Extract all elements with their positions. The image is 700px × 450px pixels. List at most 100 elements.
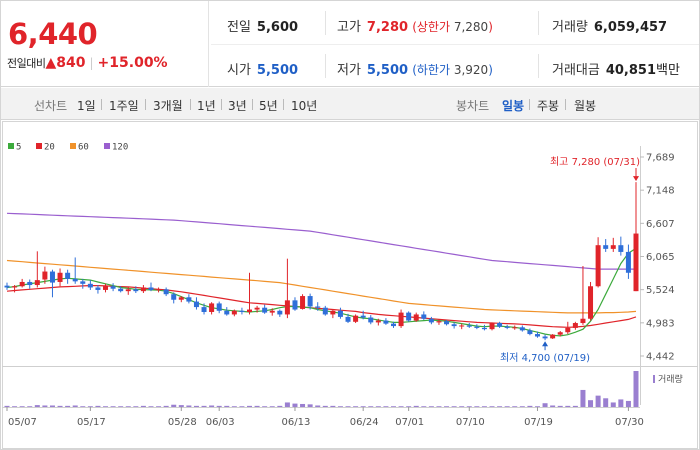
y-tick-label: 6,607 xyxy=(646,219,675,230)
legend-label-5: 5 xyxy=(16,143,21,153)
volume-bar xyxy=(19,406,25,407)
volume-bar xyxy=(565,405,571,407)
candle-body xyxy=(603,245,609,249)
volume-bar xyxy=(451,406,457,407)
candle-daily[interactable]: 일봉 xyxy=(502,99,525,113)
candle-body xyxy=(466,325,472,327)
candle-chart-label: 봉차트 xyxy=(456,99,490,113)
volume-bar xyxy=(474,406,480,407)
volume-bar xyxy=(618,399,624,407)
open-value: 5,500 xyxy=(256,63,299,78)
candle-weekly[interactable]: 주봉 xyxy=(537,99,560,113)
volume-bar xyxy=(87,406,93,407)
volume-bar xyxy=(193,405,199,407)
volume-bar xyxy=(148,406,154,407)
volume-bar xyxy=(413,405,419,407)
candle-body xyxy=(368,317,374,323)
volume-bar xyxy=(34,405,40,407)
ma-legend: 5 20 60 120 xyxy=(8,143,128,153)
candle-body xyxy=(444,321,450,325)
volume-bar xyxy=(140,405,146,407)
current-price-box: 6,440 전일대비▲840 | +15.00% xyxy=(1,1,209,87)
volume-bar xyxy=(557,405,563,407)
candle-body xyxy=(300,296,306,309)
volume-bar xyxy=(519,406,525,407)
volume-legend-swatch xyxy=(653,375,655,383)
candle-body xyxy=(610,245,616,249)
volume-bar xyxy=(12,406,18,407)
volume-bar xyxy=(428,406,434,407)
candle-body xyxy=(497,323,503,327)
volume-bar xyxy=(459,406,465,407)
legend-swatch-20 xyxy=(36,143,42,149)
high-cell: 고가 7,280 (상한가 7,280) xyxy=(337,20,493,35)
period-5y[interactable]: 5년 xyxy=(259,99,278,113)
volume-bar xyxy=(406,406,412,407)
volume-bar xyxy=(610,402,616,407)
change-line: 전일대비▲840 | +15.00% xyxy=(7,55,168,71)
period-10y[interactable]: 10년 xyxy=(291,99,318,113)
candle-body xyxy=(72,278,78,282)
volume-value: 6,059,457 xyxy=(593,20,668,35)
candle-body xyxy=(481,327,487,330)
volume-bar xyxy=(383,406,389,407)
candle-body xyxy=(247,309,253,312)
volume-bar xyxy=(444,406,450,407)
volume-bar xyxy=(4,405,10,407)
candle-body xyxy=(57,272,63,282)
volume-bar xyxy=(368,406,374,407)
volume-bar xyxy=(595,395,601,407)
candle-body xyxy=(12,286,18,288)
candle-body xyxy=(512,327,518,329)
period-3y[interactable]: 3년 xyxy=(228,99,247,113)
y-tick-label: 6,065 xyxy=(646,252,675,263)
volume-legend-label: 거래량 xyxy=(658,373,683,385)
candle-body xyxy=(148,287,154,290)
candle-monthly[interactable]: 월봉 xyxy=(574,99,597,113)
volume-bar xyxy=(201,405,207,407)
candle-body xyxy=(550,334,556,339)
volume-bar xyxy=(398,406,404,407)
period-1d[interactable]: 1일 xyxy=(77,99,96,113)
candle-body xyxy=(163,289,169,295)
candle-body xyxy=(284,300,290,315)
candle-body xyxy=(451,324,457,327)
high-label: 고가 xyxy=(337,20,361,35)
y-tick-label: 4,983 xyxy=(646,318,675,329)
volume-bar xyxy=(527,405,533,407)
candle-body xyxy=(315,306,321,308)
volume-bar xyxy=(57,405,63,407)
candle-body xyxy=(4,285,10,288)
volume-bar xyxy=(110,406,116,407)
candle-body xyxy=(262,307,268,313)
candle-body xyxy=(534,334,540,337)
volume-bar xyxy=(247,405,253,407)
trade-value-unit: 백만 xyxy=(656,63,680,78)
volume-bar xyxy=(231,406,237,407)
volume-bar xyxy=(171,404,177,407)
period-3m[interactable]: 3개월 xyxy=(153,99,183,113)
upper-limit-value: 7,280 xyxy=(453,20,489,34)
x-tick-label: 06/13 xyxy=(282,417,311,428)
candle-body xyxy=(542,336,548,339)
period-1y[interactable]: 1년 xyxy=(197,99,216,113)
candle-body xyxy=(337,310,343,317)
period-1w[interactable]: 1주일 xyxy=(109,99,139,113)
low-arrow-icon xyxy=(542,341,549,347)
prev-close-label: 전일 xyxy=(227,20,251,35)
candle-body xyxy=(171,294,177,300)
candle-body xyxy=(201,307,207,312)
period-toolbar: 선차트 1일 1주일 3개월 1년 3년 5년 10년 봉차트 일봉 주봉 월봉 xyxy=(1,88,699,120)
legend-label-60: 60 xyxy=(78,143,89,153)
volume-bar xyxy=(497,406,503,407)
candle-body xyxy=(557,332,563,335)
current-price: 6,440 xyxy=(8,17,98,51)
volume-bar xyxy=(209,405,215,407)
candle-body xyxy=(519,327,525,331)
volume-bar xyxy=(125,406,131,407)
candle-body xyxy=(42,271,48,280)
volume-bar xyxy=(353,406,359,407)
volume-bar xyxy=(216,405,222,407)
volume-bar xyxy=(307,404,313,407)
